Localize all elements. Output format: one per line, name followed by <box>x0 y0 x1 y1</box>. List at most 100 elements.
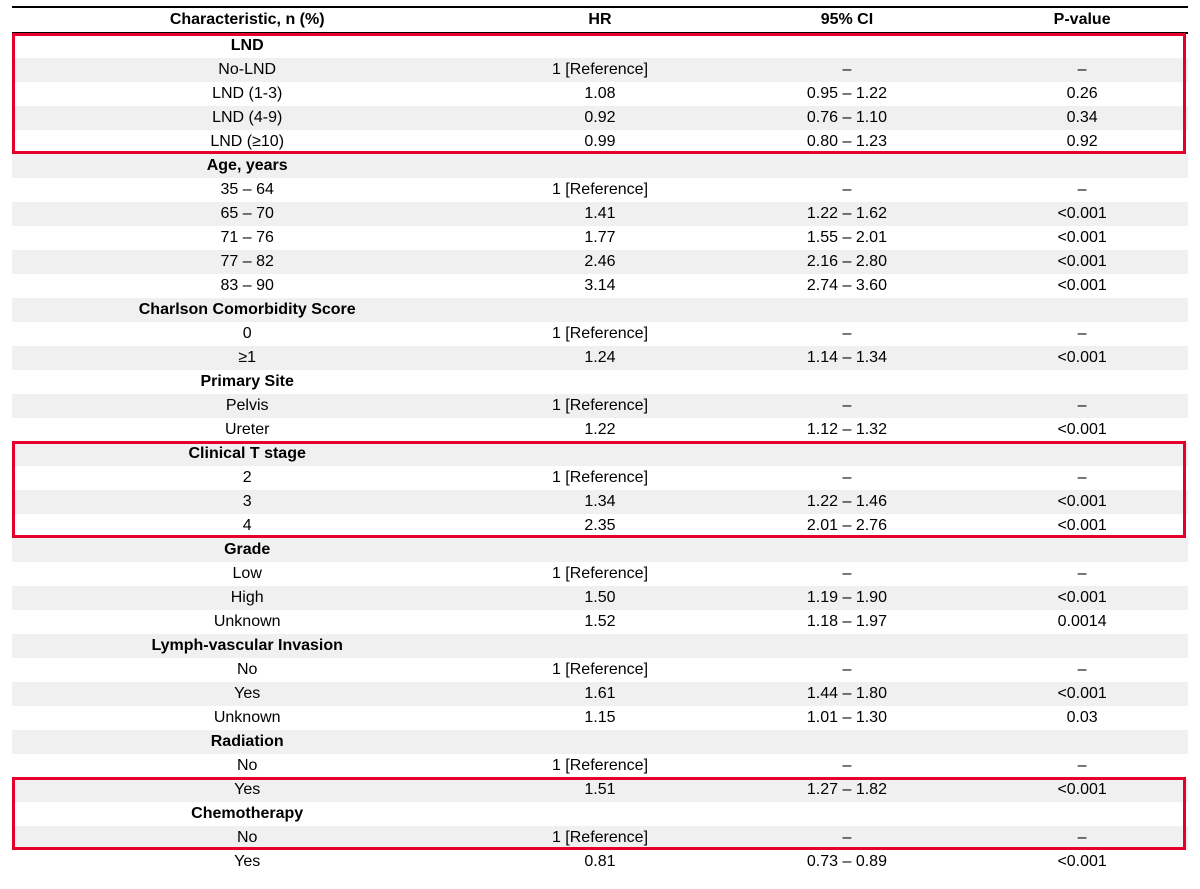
cell-hr <box>482 165 717 167</box>
col-header-ci: 95% CI <box>718 10 977 30</box>
cell-hr: 1 [Reference] <box>482 396 717 416</box>
cell-hr: 1.08 <box>482 84 717 104</box>
cell-ci: 0.76 – 1.10 <box>718 108 977 128</box>
cell-hr: 1.22 <box>482 420 717 440</box>
table-row: 35 – 641 [Reference]–– <box>12 178 1188 202</box>
section-header-row: Lymph-vascular Invasion <box>12 634 1188 658</box>
section-header-row: Clinical T stage <box>12 442 1188 466</box>
cell-hr: 1 [Reference] <box>482 324 717 344</box>
cell-characteristic: Pelvis <box>12 396 482 416</box>
cell-hr: 1.15 <box>482 708 717 728</box>
cell-ci <box>718 165 977 167</box>
cell-ci: – <box>718 324 977 344</box>
cell-hr <box>482 549 717 551</box>
cell-ci: – <box>718 180 977 200</box>
cell-characteristic: No <box>12 660 482 680</box>
cell-hr <box>482 741 717 743</box>
cell-pvalue: – <box>976 828 1188 848</box>
cell-characteristic: Unknown <box>12 612 482 632</box>
cell-ci: 2.01 – 2.76 <box>718 516 977 536</box>
cell-pvalue: 0.03 <box>976 708 1188 728</box>
cell-characteristic: 83 – 90 <box>12 276 482 296</box>
table-row: Yes1.611.44 – 1.80<0.001 <box>12 682 1188 706</box>
section-label: Clinical T stage <box>12 444 482 464</box>
hazard-ratio-table: Characteristic, n (%) HR 95% CI P-value … <box>12 6 1188 874</box>
cell-hr <box>482 309 717 311</box>
cell-ci: – <box>718 468 977 488</box>
table-row: 71 – 761.771.55 – 2.01<0.001 <box>12 226 1188 250</box>
cell-hr <box>482 381 717 383</box>
table-row: LND (1-3)1.080.95 – 1.220.26 <box>12 82 1188 106</box>
section-label: Chemotherapy <box>12 804 482 824</box>
table-body: LNDNo-LND1 [Reference]––LND (1-3)1.080.9… <box>12 34 1188 874</box>
cell-pvalue: <0.001 <box>976 228 1188 248</box>
cell-hr: 0.81 <box>482 852 717 872</box>
cell-characteristic: High <box>12 588 482 608</box>
cell-pvalue: <0.001 <box>976 684 1188 704</box>
cell-hr: 1.77 <box>482 228 717 248</box>
cell-hr: 1 [Reference] <box>482 468 717 488</box>
cell-ci: – <box>718 60 977 80</box>
table-row: LND (≥10)0.990.80 – 1.230.92 <box>12 130 1188 154</box>
section-label: Charlson Comorbidity Score <box>12 300 482 320</box>
cell-pvalue: 0.92 <box>976 132 1188 152</box>
table-row: High1.501.19 – 1.90<0.001 <box>12 586 1188 610</box>
cell-hr <box>482 813 717 815</box>
cell-pvalue <box>976 813 1188 815</box>
section-header-row: Primary Site <box>12 370 1188 394</box>
cell-pvalue <box>976 549 1188 551</box>
section-label: Radiation <box>12 732 482 752</box>
cell-ci <box>718 453 977 455</box>
table-row: 83 – 903.142.74 – 3.60<0.001 <box>12 274 1188 298</box>
cell-pvalue: <0.001 <box>976 588 1188 608</box>
cell-ci: 2.16 – 2.80 <box>718 252 977 272</box>
cell-pvalue: – <box>976 180 1188 200</box>
cell-pvalue: – <box>976 756 1188 776</box>
cell-characteristic: Ureter <box>12 420 482 440</box>
cell-ci: 1.22 – 1.62 <box>718 204 977 224</box>
table-row: Ureter1.221.12 – 1.32<0.001 <box>12 418 1188 442</box>
table-row: 01 [Reference]–– <box>12 322 1188 346</box>
cell-pvalue <box>976 645 1188 647</box>
cell-hr: 1.50 <box>482 588 717 608</box>
cell-pvalue <box>976 453 1188 455</box>
cell-ci: – <box>718 660 977 680</box>
cell-hr: 1 [Reference] <box>482 180 717 200</box>
cell-ci: – <box>718 756 977 776</box>
cell-ci <box>718 309 977 311</box>
cell-hr: 1 [Reference] <box>482 60 717 80</box>
cell-pvalue: <0.001 <box>976 276 1188 296</box>
cell-pvalue <box>976 165 1188 167</box>
cell-characteristic: 2 <box>12 468 482 488</box>
section-header-row: Age, years <box>12 154 1188 178</box>
cell-pvalue: 0.34 <box>976 108 1188 128</box>
cell-characteristic: LND (1-3) <box>12 84 482 104</box>
cell-ci: 1.44 – 1.80 <box>718 684 977 704</box>
cell-hr <box>482 453 717 455</box>
cell-ci: 1.19 – 1.90 <box>718 588 977 608</box>
cell-pvalue: – <box>976 324 1188 344</box>
section-label: Age, years <box>12 156 482 176</box>
cell-pvalue: <0.001 <box>976 492 1188 512</box>
cell-pvalue <box>976 45 1188 47</box>
cell-ci <box>718 741 977 743</box>
cell-ci: 2.74 – 3.60 <box>718 276 977 296</box>
cell-characteristic: LND (≥10) <box>12 132 482 152</box>
cell-ci <box>718 549 977 551</box>
section-header-row: Grade <box>12 538 1188 562</box>
cell-hr: 0.92 <box>482 108 717 128</box>
cell-characteristic: No <box>12 828 482 848</box>
cell-pvalue: <0.001 <box>976 204 1188 224</box>
cell-ci: 1.22 – 1.46 <box>718 492 977 512</box>
table-row: Yes1.511.27 – 1.82<0.001 <box>12 778 1188 802</box>
cell-ci: 0.80 – 1.23 <box>718 132 977 152</box>
cell-pvalue: – <box>976 564 1188 584</box>
cell-characteristic: Yes <box>12 852 482 872</box>
cell-hr: 0.99 <box>482 132 717 152</box>
cell-hr <box>482 45 717 47</box>
cell-hr: 1.34 <box>482 492 717 512</box>
cell-hr: 1 [Reference] <box>482 564 717 584</box>
cell-ci <box>718 381 977 383</box>
cell-pvalue: – <box>976 60 1188 80</box>
table-row: 21 [Reference]–– <box>12 466 1188 490</box>
